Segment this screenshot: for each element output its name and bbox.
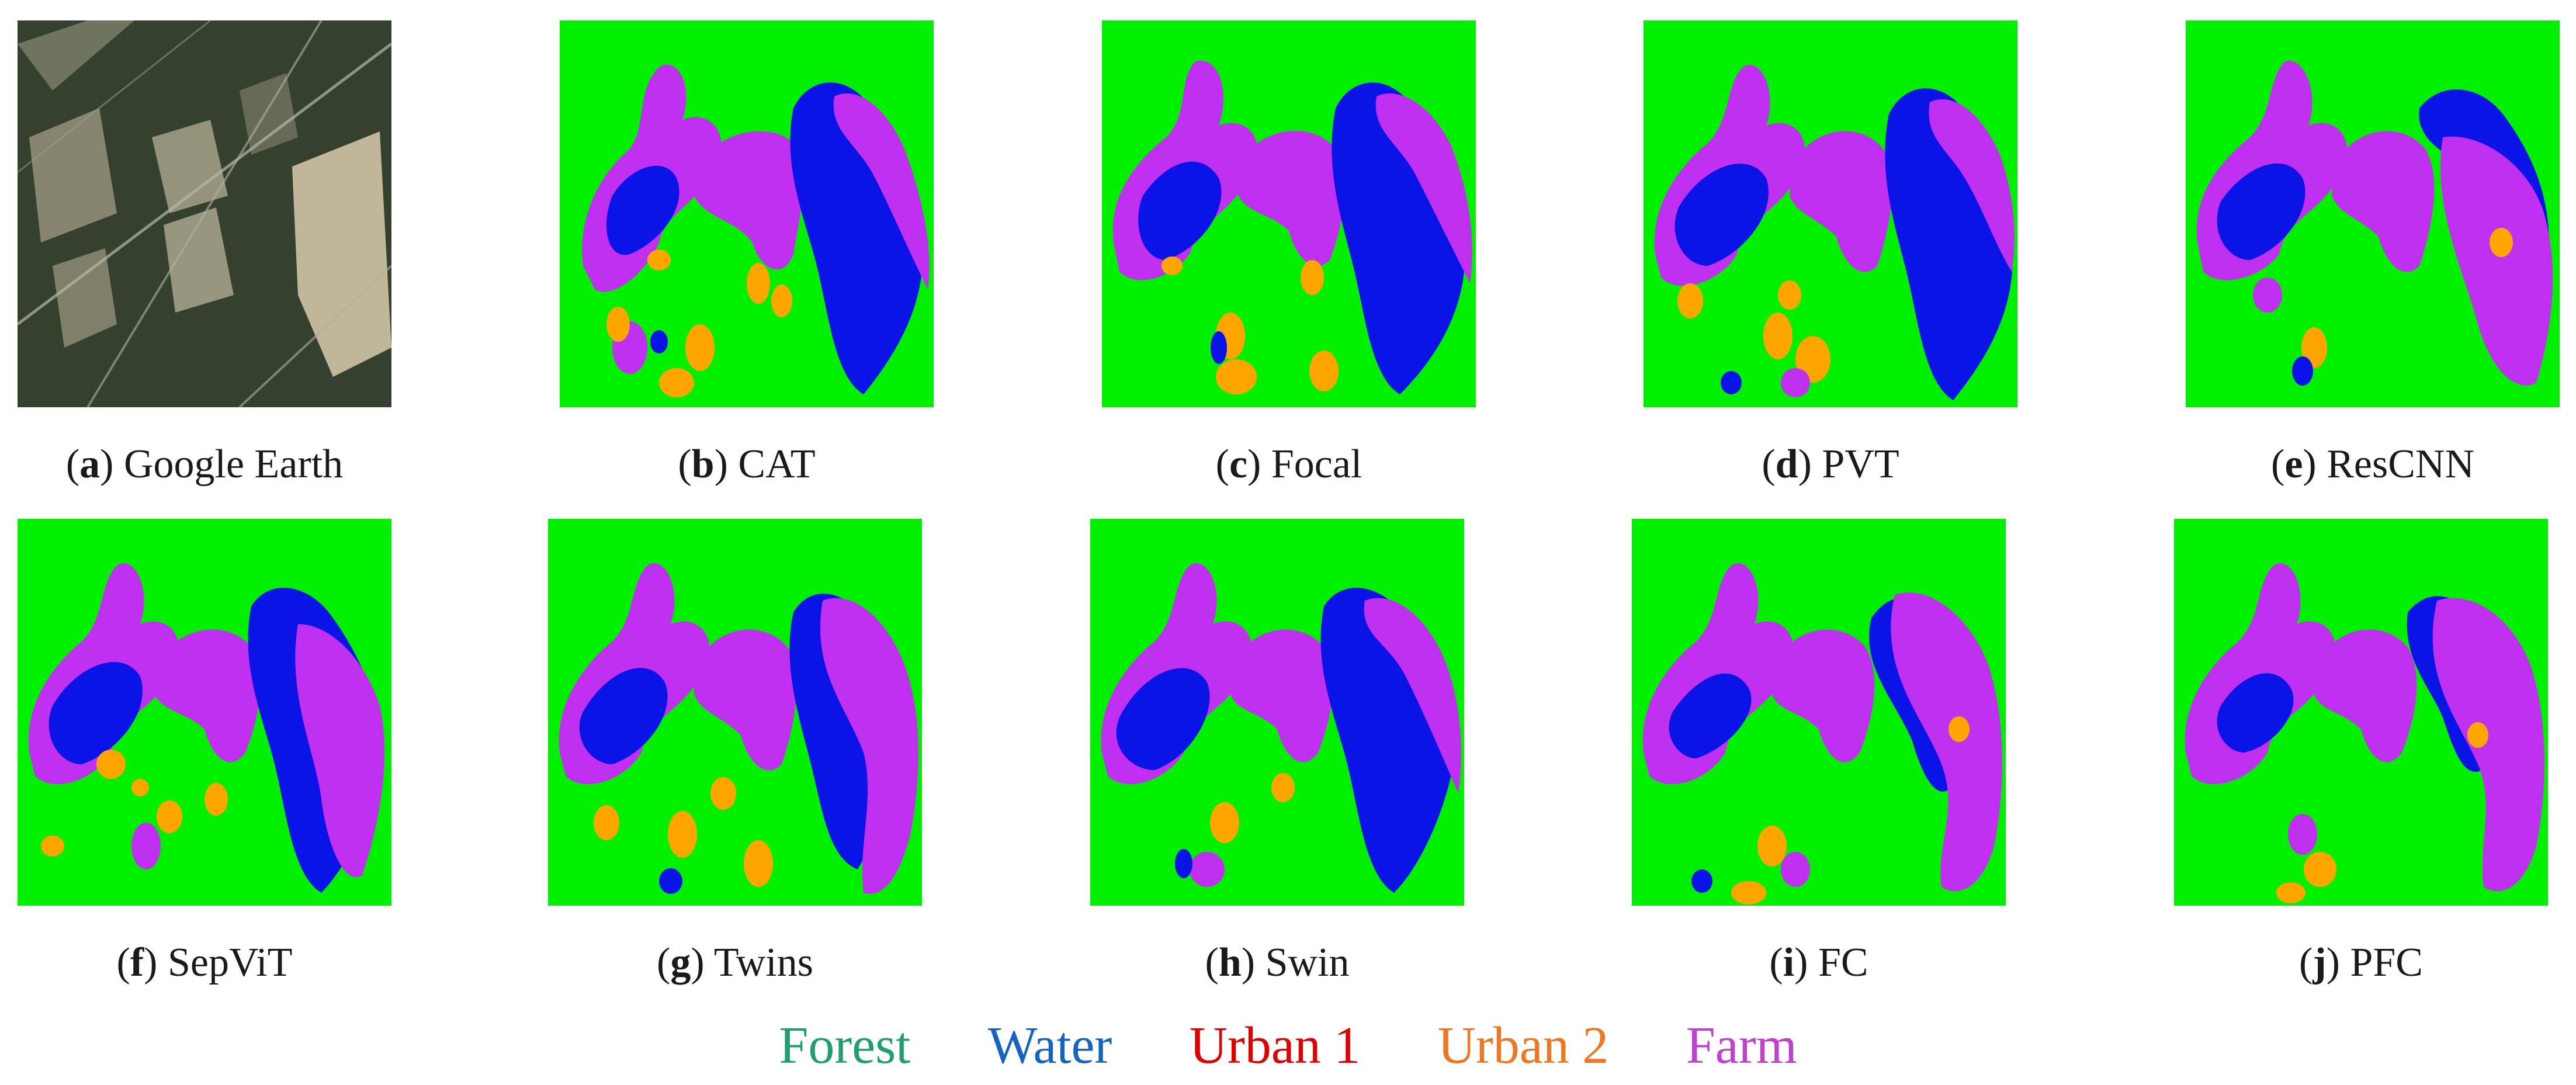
class-legend: Forest Water Urban 1 Urban 2 Farm	[0, 1017, 2576, 1075]
panel-swin	[1090, 519, 1464, 906]
caption-c: (c) Focal	[1215, 442, 1362, 487]
panel-cat	[560, 20, 934, 407]
legend-forest: Forest	[779, 1017, 911, 1074]
panel-google-earth	[18, 20, 391, 407]
segmentation-map-pvt	[1644, 20, 2017, 407]
caption-b: (b) CAT	[678, 442, 816, 487]
caption-f: (f) SepViT	[116, 940, 293, 985]
caption-g: (g) Twins	[657, 940, 813, 985]
legend-farm: Farm	[1686, 1017, 1797, 1074]
segmentation-map-swin	[1090, 519, 1464, 906]
legend-urban-1: Urban 1	[1189, 1017, 1361, 1074]
satellite-image	[18, 20, 391, 407]
segmentation-map-sepvit	[18, 519, 391, 906]
segmentation-map-focal	[1102, 20, 1476, 407]
panel-fc	[1632, 519, 2006, 906]
panel-pvt	[1644, 20, 2017, 407]
caption-j: (j) PFC	[2299, 940, 2423, 985]
segmentation-map-fc	[1632, 519, 2006, 906]
panel-twins	[548, 519, 922, 906]
segmentation-map-cat	[560, 20, 934, 407]
segmentation-map-rescnn	[2186, 20, 2560, 407]
caption-h: (h) Swin	[1205, 940, 1350, 985]
caption-d: (d) PVT	[1762, 442, 1899, 487]
panel-sepvit	[18, 519, 391, 906]
legend-urban-2: Urban 2	[1437, 1017, 1609, 1074]
legend-water: Water	[987, 1017, 1112, 1074]
segmentation-map-twins	[548, 519, 922, 906]
panel-pfc	[2174, 519, 2548, 906]
caption-a: (a) Google Earth	[65, 442, 344, 487]
caption-e: (e) ResCNN	[2271, 442, 2474, 487]
panel-rescnn	[2186, 20, 2560, 407]
panel-focal	[1102, 20, 1476, 407]
caption-i: (i) FC	[1769, 940, 1868, 985]
segmentation-map-pfc	[2174, 519, 2548, 906]
